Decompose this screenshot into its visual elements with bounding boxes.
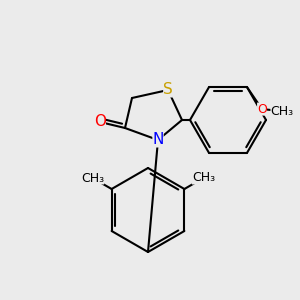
Text: O: O xyxy=(94,115,106,130)
Text: O: O xyxy=(257,103,267,116)
Text: CH₃: CH₃ xyxy=(270,105,294,118)
Text: N: N xyxy=(152,133,164,148)
Text: CH₃: CH₃ xyxy=(81,172,104,184)
Text: CH₃: CH₃ xyxy=(192,172,215,184)
Text: S: S xyxy=(163,82,173,98)
